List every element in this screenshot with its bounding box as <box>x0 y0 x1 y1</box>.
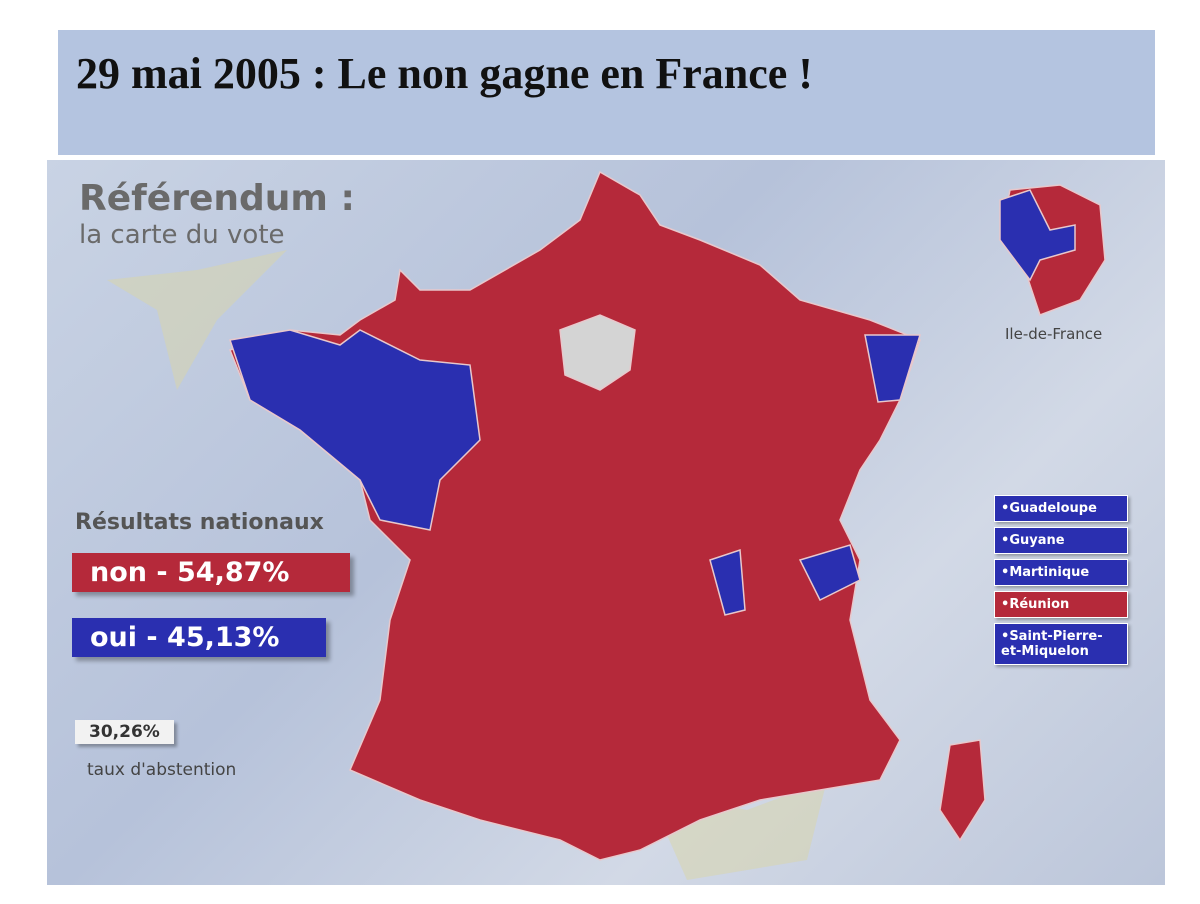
result-no: non - 54,87% <box>72 553 350 592</box>
france-no <box>229 170 921 861</box>
legend-item: Martinique <box>994 559 1128 586</box>
corsica <box>939 739 986 842</box>
west-yes <box>229 329 481 531</box>
title: 29 mai 2005 : Le non gagne en France ! <box>76 49 813 98</box>
legend-item: Saint-Pierre-et-Miquelon <box>994 623 1128 665</box>
legend-item: Guyane <box>994 527 1128 554</box>
abstention-label: taux d'abstention <box>87 760 237 780</box>
results-heading: Résultats nationaux <box>75 510 324 535</box>
alsace-yes <box>864 334 922 403</box>
legend-item: Guadeloupe <box>994 495 1128 522</box>
idf-inset-yes <box>999 189 1076 282</box>
map-subtitle: la carte du vote <box>79 220 285 250</box>
inset-label: Ile-de-France <box>1005 325 1103 343</box>
savoie-yes <box>798 544 861 602</box>
result-yes: oui - 45,13% <box>72 618 326 657</box>
abstention-value: 30,26% <box>75 720 174 744</box>
title-box: 29 mai 2005 : Le non gagne en France ! <box>58 30 1155 155</box>
map-drawing <box>107 170 1106 880</box>
rhone-yes <box>709 548 746 616</box>
map-title: Référendum : <box>79 178 355 219</box>
legend-item: Réunion <box>994 591 1128 618</box>
paris-region <box>559 314 636 391</box>
legend: Guadeloupe Guyane Martinique Réunion Saint-P… <box>994 495 1128 670</box>
map-panel: Référendum : la carte du vote Ile-de-Fra… <box>47 160 1165 885</box>
star <box>107 250 287 390</box>
